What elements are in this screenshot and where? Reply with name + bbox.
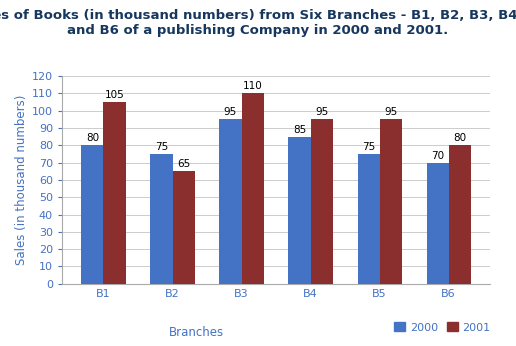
Text: 95: 95 — [224, 107, 237, 117]
Bar — [241, 93, 264, 284]
Bar — [380, 119, 401, 284]
Text: 80: 80 — [86, 133, 99, 143]
Text: 95: 95 — [384, 107, 397, 117]
Text: 70: 70 — [431, 151, 444, 161]
Bar — [288, 137, 311, 284]
Bar — [82, 145, 104, 284]
Bar — [104, 102, 125, 284]
Bar — [311, 119, 333, 284]
Text: 80: 80 — [453, 133, 466, 143]
Y-axis label: Sales (in thousand numbers): Sales (in thousand numbers) — [14, 95, 27, 265]
Text: 110: 110 — [243, 81, 263, 91]
Text: 95: 95 — [315, 107, 328, 117]
Text: 65: 65 — [177, 159, 190, 169]
Text: Sales of Books (in thousand numbers) from Six Branches - B1, B2, B3, B4, B5
and : Sales of Books (in thousand numbers) fro… — [0, 9, 516, 37]
Bar — [448, 145, 471, 284]
Bar — [219, 119, 241, 284]
Text: Branches: Branches — [169, 326, 223, 339]
Bar — [172, 171, 195, 284]
Bar — [358, 154, 380, 284]
Text: 85: 85 — [293, 125, 306, 135]
Legend: 2000, 2001: 2000, 2001 — [390, 318, 495, 337]
Bar — [427, 163, 448, 284]
Text: 75: 75 — [155, 142, 168, 152]
Bar — [151, 154, 172, 284]
Text: 105: 105 — [105, 90, 124, 100]
Text: 75: 75 — [362, 142, 375, 152]
